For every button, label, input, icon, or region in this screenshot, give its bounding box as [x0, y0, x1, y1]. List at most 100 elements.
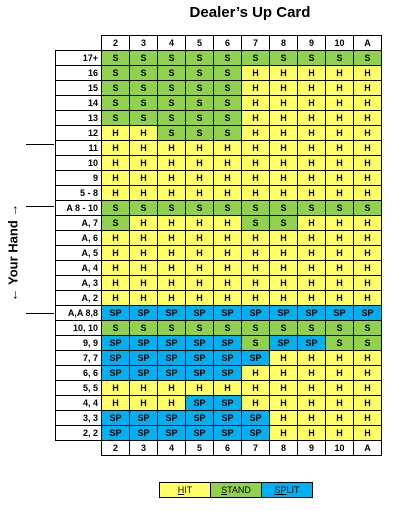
table-row: 17+ S S S S S S S S S S: [55, 50, 382, 66]
action-cell: H: [325, 260, 354, 276]
action-cell: H: [325, 125, 354, 141]
action-cell: SP: [269, 305, 298, 321]
legend-key: H: [177, 485, 185, 495]
hand-label: 9: [55, 170, 102, 186]
action-cell: H: [325, 365, 354, 381]
action-cell: H: [213, 275, 242, 291]
table-row: 6, 6 SP SP SP SP SP H H H H H: [55, 365, 382, 381]
action-cell: SP: [213, 425, 242, 441]
dealer-card-footer-card: 3: [129, 440, 158, 456]
action-cell: H: [157, 155, 186, 171]
action-cell: H: [101, 245, 130, 261]
hand-label: A, 7: [55, 215, 102, 231]
hand-label: 10: [55, 155, 102, 171]
action-cell: H: [325, 380, 354, 396]
action-cell: SP: [101, 335, 130, 351]
action-cell: H: [353, 260, 382, 276]
action-cell: S: [101, 110, 130, 126]
action-cell: H: [101, 140, 130, 156]
table-row: 14 S S S S S H H H H H: [55, 95, 382, 111]
action-cell: H: [157, 170, 186, 186]
action-cell: SP: [241, 425, 270, 441]
action-cell: H: [269, 125, 298, 141]
action-cell: H: [353, 350, 382, 366]
action-cell: H: [241, 110, 270, 126]
action-cell: H: [157, 275, 186, 291]
action-cell: H: [185, 140, 214, 156]
action-cell: H: [213, 155, 242, 171]
hand-label: 10, 10: [55, 320, 102, 336]
action-cell: H: [325, 290, 354, 306]
action-cell: H: [213, 260, 242, 276]
action-cell: H: [101, 275, 130, 291]
action-cell: H: [129, 125, 158, 141]
section-divider-soft: [26, 206, 54, 207]
hand-label: A, 4: [55, 260, 102, 276]
dealer-card-header-card: 7: [241, 35, 270, 51]
action-cell: SP: [101, 410, 130, 426]
action-cell: H: [325, 275, 354, 291]
action-cell: H: [353, 80, 382, 96]
action-cell: S: [269, 50, 298, 66]
action-cell: H: [185, 275, 214, 291]
action-cell: H: [213, 230, 242, 246]
action-cell: H: [101, 380, 130, 396]
hand-label: A,A 8,8: [55, 305, 102, 321]
action-cell: SP: [157, 305, 186, 321]
action-cell: S: [185, 50, 214, 66]
table-row: 12 H H S S S H H H H H: [55, 125, 382, 141]
action-cell: S: [185, 65, 214, 81]
action-cell: H: [241, 380, 270, 396]
action-cell: H: [185, 380, 214, 396]
action-cell: H: [297, 125, 326, 141]
action-cell: S: [129, 110, 158, 126]
action-cell: H: [241, 260, 270, 276]
action-cell: S: [297, 320, 326, 336]
action-cell: S: [157, 65, 186, 81]
table-row: 4, 4 H H H SP SP H H H H H: [55, 395, 382, 411]
action-cell: H: [297, 425, 326, 441]
action-cell: H: [353, 155, 382, 171]
action-cell: SP: [213, 350, 242, 366]
action-cell: H: [129, 170, 158, 186]
action-cell: S: [269, 215, 298, 231]
action-cell: S: [297, 200, 326, 216]
action-cell: H: [269, 110, 298, 126]
dealer-card-footer-card: 6: [213, 440, 242, 456]
action-cell: S: [325, 335, 354, 351]
table-row: 15 S S S S S H H H H H: [55, 80, 382, 96]
dealer-card-footer-card: 8: [269, 440, 298, 456]
dealer-card-footer-card: 5: [185, 440, 214, 456]
action-cell: SP: [157, 350, 186, 366]
dealer-card-header-card: 8: [269, 35, 298, 51]
action-cell: H: [241, 65, 270, 81]
action-cell: H: [325, 65, 354, 81]
action-cell: H: [213, 140, 242, 156]
hand-label: 11: [55, 140, 102, 156]
action-cell: H: [129, 245, 158, 261]
action-cell: H: [269, 350, 298, 366]
action-cell: H: [101, 185, 130, 201]
action-cell: S: [213, 80, 242, 96]
action-cell: H: [213, 245, 242, 261]
legend-item: HIT: [159, 482, 211, 498]
action-cell: SP: [185, 350, 214, 366]
action-cell: H: [157, 245, 186, 261]
action-cell: H: [213, 290, 242, 306]
table-footer: 2 3 4 5 6 7 8 9 10 A: [56, 440, 382, 456]
action-cell: H: [297, 185, 326, 201]
action-cell: H: [297, 170, 326, 186]
action-cell: H: [129, 140, 158, 156]
section-divider-hard: [26, 144, 54, 145]
action-cell: SP: [185, 395, 214, 411]
action-cell: S: [157, 110, 186, 126]
action-cell: H: [325, 110, 354, 126]
action-cell: H: [269, 365, 298, 381]
action-cell: S: [101, 200, 130, 216]
action-cell: H: [353, 170, 382, 186]
action-cell: S: [213, 320, 242, 336]
action-cell: H: [269, 140, 298, 156]
action-cell: H: [269, 425, 298, 441]
